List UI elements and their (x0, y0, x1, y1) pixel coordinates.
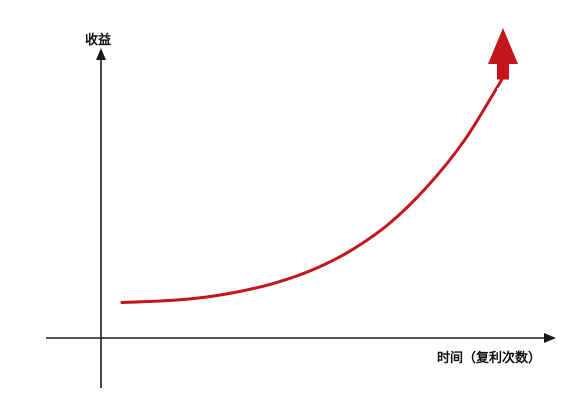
growth-arrow (488, 28, 518, 95)
y-axis-label: 收益 (85, 32, 111, 48)
arrow-stripe (497, 93, 509, 95)
arrow-stripe (497, 88, 509, 90)
series-line (120, 76, 505, 304)
arrow-shaft (497, 62, 509, 80)
y-axis-arrowhead (96, 48, 106, 60)
arrow-head (488, 28, 518, 64)
x-axis-label: 时间（复利次数） (437, 350, 541, 366)
x-axis-arrowhead (544, 333, 556, 343)
